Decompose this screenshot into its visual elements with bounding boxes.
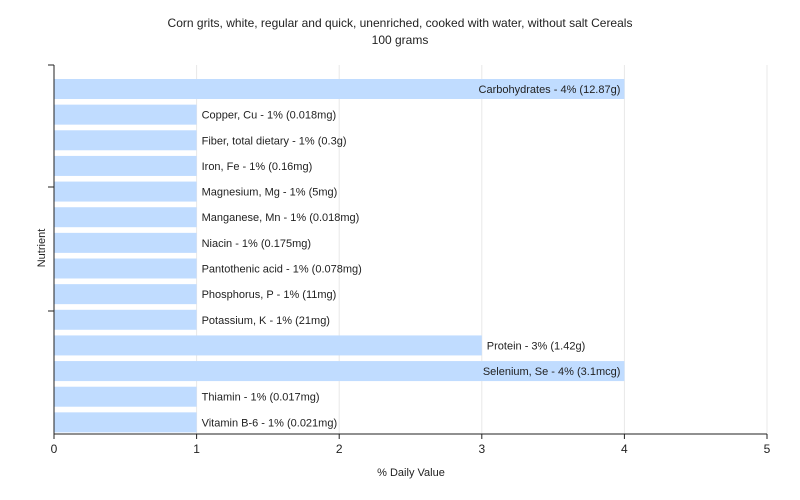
bar-label: Protein - 3% (1.42g) (487, 340, 585, 352)
bar-label: Phosphorus, P - 1% (11mg) (202, 289, 337, 301)
bar (54, 309, 197, 330)
bar-label: Thiamin - 1% (0.017mg) (202, 392, 320, 404)
bar (54, 284, 197, 305)
bar-label: Iron, Fe - 1% (0.16mg) (202, 161, 313, 173)
y-axis-title: Nutrient (36, 229, 48, 268)
bar (54, 386, 197, 407)
axes-group: 0 1 2 3 4 5 (48, 64, 771, 456)
bar (54, 361, 625, 382)
x-tick-label: 4 (621, 442, 628, 456)
x-tick-label: 5 (764, 442, 771, 456)
bar-label: Copper, Cu - 1% (0.018mg) (202, 110, 337, 122)
bar-label: Potassium, K - 1% (21mg) (202, 315, 330, 327)
x-tick-label: 2 (336, 442, 343, 456)
bar (54, 155, 197, 176)
bar (54, 412, 197, 433)
chart-subtitle: 100 grams (372, 33, 429, 47)
bar-label: Pantothenic acid - 1% (0.078mg) (202, 264, 362, 276)
bar (54, 258, 197, 279)
bar (54, 104, 197, 125)
bar-label: Magnesium, Mg - 1% (5mg) (202, 187, 338, 199)
bar (54, 232, 197, 253)
bar (54, 207, 197, 228)
chart-title: Corn grits, white, regular and quick, un… (168, 16, 633, 30)
bar (54, 79, 625, 100)
bar-label: Niacin - 1% (0.175mg) (202, 238, 311, 250)
bar-label: Manganese, Mn - 1% (0.018mg) (202, 212, 360, 224)
bar-label: Selenium, Se - 4% (3.1mcg) (483, 366, 621, 378)
bar (54, 335, 482, 356)
x-axis-title: % Daily Value (377, 467, 445, 479)
bar-label: Vitamin B-6 - 1% (0.021mg) (202, 417, 338, 429)
x-tick-label: 1 (193, 442, 200, 456)
bar-label: Carbohydrates - 4% (12.87g) (479, 84, 621, 96)
bars-group: Carbohydrates - 4% (12.87g) Copper, Cu - … (54, 79, 625, 433)
bar (54, 181, 197, 202)
x-tick-label: 3 (478, 442, 485, 456)
bar (54, 130, 197, 151)
x-tick-label: 0 (51, 442, 58, 456)
bar-label: Fiber, total dietary - 1% (0.3g) (202, 135, 347, 147)
